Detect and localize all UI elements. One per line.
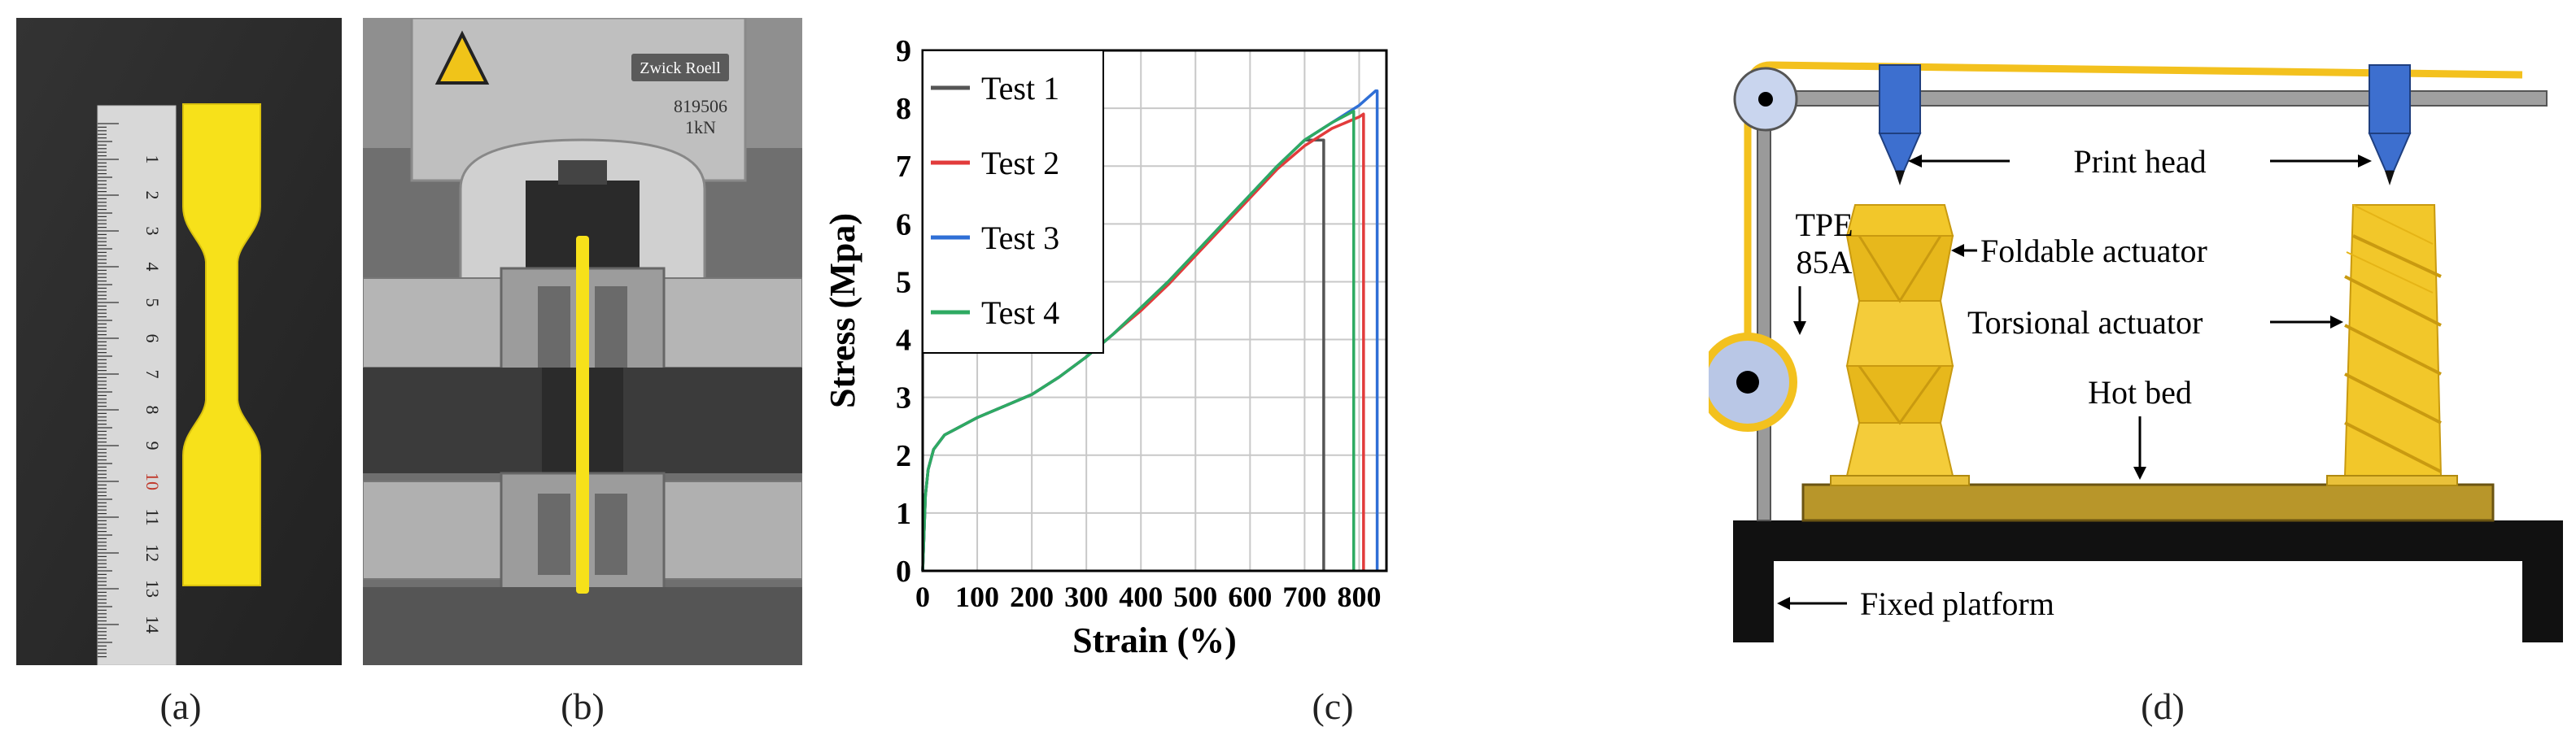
legend-label-2: Test 2	[981, 145, 1059, 181]
torsional-actuator	[2326, 204, 2458, 486]
tensile-machine-photo: Zwick Roell 819506 1kN	[362, 16, 803, 665]
label-torsional-actuator: Torsional actuator	[1967, 304, 2203, 341]
y-tick-label: 6	[896, 207, 911, 242]
ruler-number: 5	[142, 298, 163, 307]
x-tick-label: 500	[1173, 581, 1217, 613]
ruler-number: 6	[142, 334, 163, 343]
ruler	[97, 105, 177, 666]
ruler-number: 8	[142, 406, 163, 415]
label-tpe-line1: TPE	[1795, 207, 1853, 243]
chart-legend: Test 1 Test 2 Test 3 Test 4	[922, 50, 1104, 354]
x-tick-label: 400	[1119, 581, 1163, 613]
ruler-number: 1	[142, 155, 163, 164]
caption-a: (a)	[159, 686, 202, 727]
panel-d: Print head TPE 85A Foldable actuator Tor…	[1698, 33, 2576, 667]
y-tick-label: 9	[896, 34, 911, 68]
y-tick-label: 5	[896, 265, 911, 299]
x-tick-label: 800	[1337, 581, 1381, 613]
ruler-number: 7	[142, 370, 163, 379]
print-head-right	[2368, 64, 2412, 185]
legend-label-3: Test 3	[981, 220, 1059, 256]
plate-text-2: 1kN	[685, 117, 716, 137]
y-tick-label: 7	[896, 150, 911, 184]
print-head-left	[1878, 64, 1922, 185]
panel-c: 0 100 200 300 400 500 600 700 800 0 1 2 3 4 5 6 7 8 9 Stra…	[822, 16, 1408, 683]
panel-b: Zwick Roell 819506 1kN	[362, 16, 803, 665]
panel-a: 1 2 3 4 5 6 7 8 9 10 11 12 13 14	[16, 18, 342, 666]
y-tick-label: 2	[896, 439, 911, 473]
legend-label-1: Test 1	[981, 70, 1059, 107]
ruler-number: 10	[142, 472, 163, 490]
x-tick-label: 700	[1282, 581, 1326, 613]
ruler-number: 12	[142, 544, 163, 562]
warning-sign-icon	[434, 30, 490, 85]
label-hot-bed: Hot bed	[2088, 374, 2192, 411]
y-tick-label: 1	[896, 497, 911, 531]
ruler-number: 4	[142, 263, 163, 272]
y-axis-label: Stress (Mpa)	[823, 213, 862, 408]
x-tick-label: 100	[955, 581, 999, 613]
legend-box	[922, 50, 1104, 354]
x-tick-label: 600	[1228, 581, 1272, 613]
label-print-head: Print head	[2073, 143, 2206, 180]
x-axis-label: Strain (%)	[1072, 620, 1237, 660]
foldable-actuator	[1830, 204, 1970, 486]
y-tick-label: 4	[896, 324, 911, 358]
x-tick-label: 200	[1010, 581, 1054, 613]
ruler-number: 13	[142, 580, 163, 598]
caption-b: (b)	[561, 686, 605, 727]
y-tick-label: 3	[896, 381, 911, 416]
ruler-number: 14	[142, 616, 163, 633]
ruler-number: 3	[142, 227, 163, 236]
caption-c: (c)	[1312, 686, 1354, 727]
stress-strain-chart: 0 100 200 300 400 500 600 700 800 0 1 2 3 4 5 6 7 8 9 Stra…	[823, 34, 1388, 660]
brand-plate	[631, 54, 729, 81]
label-foldable-actuator: Foldable actuator	[1980, 233, 2207, 269]
y-tick-label: 0	[896, 555, 911, 589]
label-tpe-line2: 85A	[1797, 244, 1853, 281]
legend-label-4: Test 4	[981, 294, 1059, 331]
ruler-number: 11	[142, 508, 163, 525]
y-tick-label: 8	[896, 92, 911, 126]
plate-text-1: 819506	[674, 96, 727, 116]
fixed-platform	[1733, 520, 2563, 642]
hot-bed	[1801, 483, 2495, 522]
x-tick-label: 300	[1064, 581, 1108, 613]
ruler-number: 9	[142, 442, 163, 450]
specimen-in-grips	[576, 236, 589, 594]
dogbone-specimen	[182, 103, 261, 586]
caption-d: (d)	[2141, 686, 2185, 727]
x-tick-label: 0	[915, 581, 930, 613]
brand-text: Zwick Roell	[640, 59, 721, 77]
label-fixed-platform: Fixed platform	[1860, 585, 2054, 622]
ruler-number: 2	[142, 191, 163, 200]
printer-schematic: Print head TPE 85A Foldable actuator Tor…	[1698, 61, 2563, 642]
